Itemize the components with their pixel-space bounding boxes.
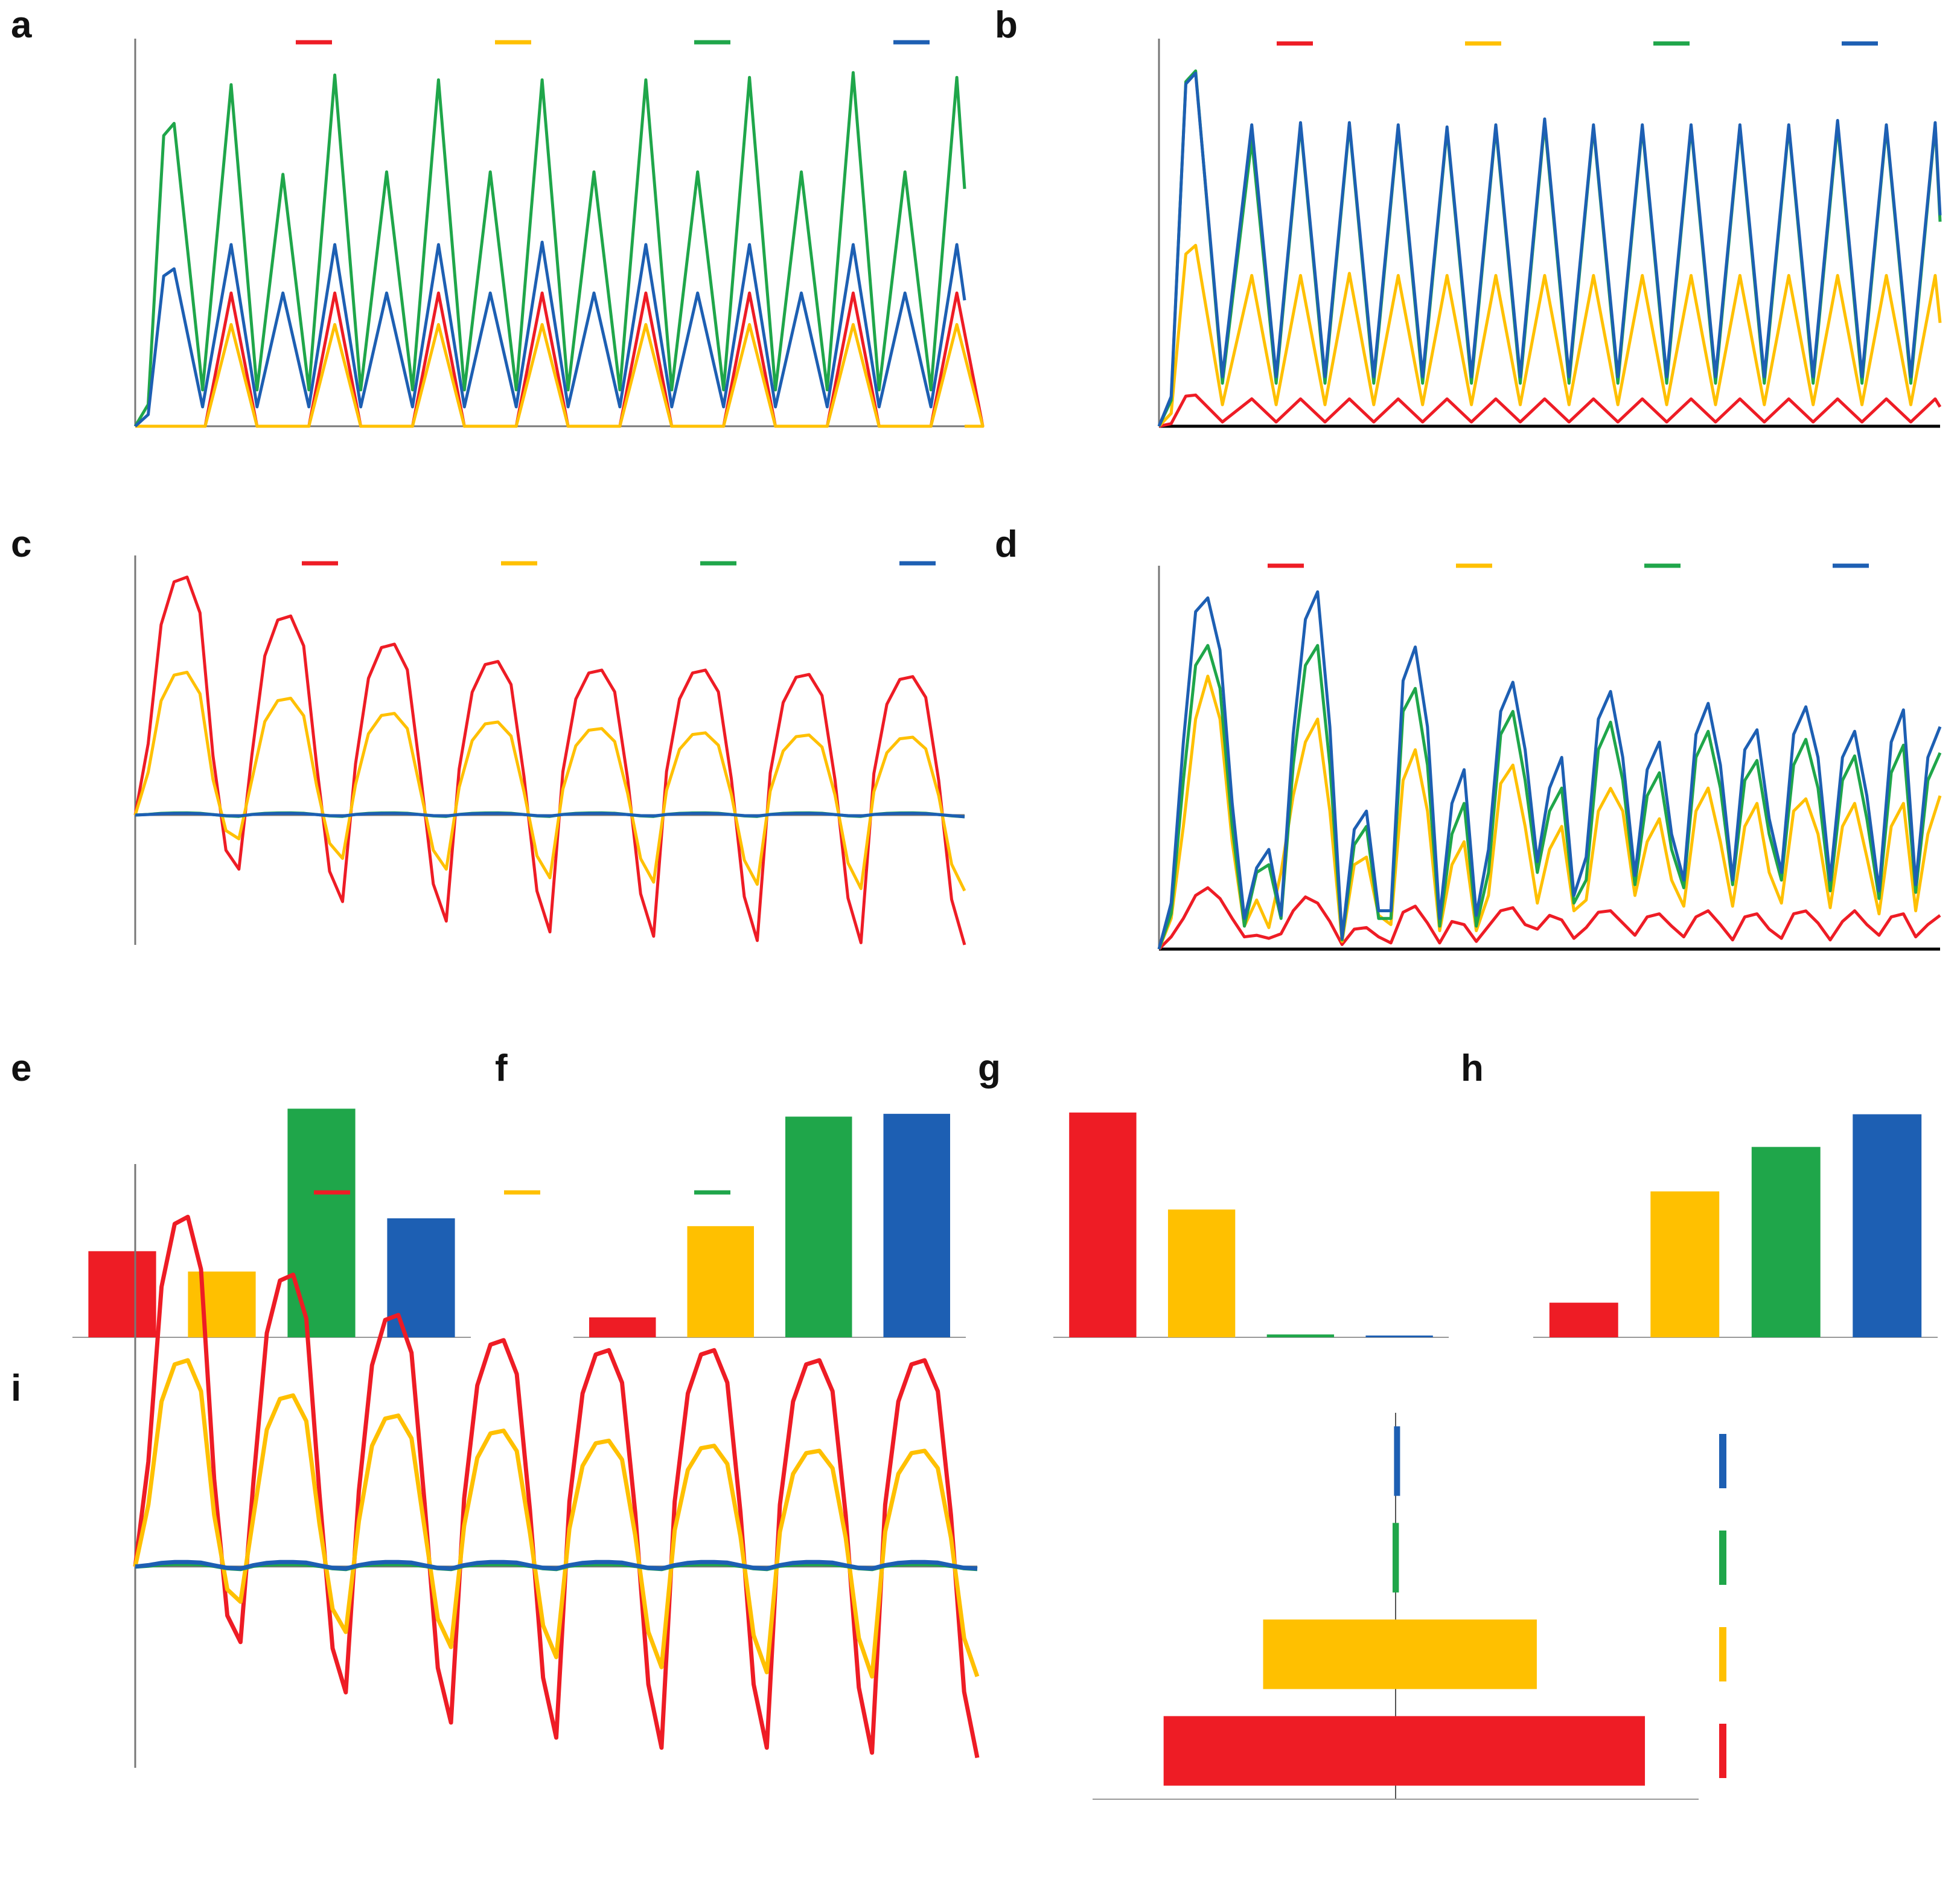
series-gold — [133, 71, 966, 427]
bar-platinum — [1853, 1114, 1922, 1337]
panel-letter-d: d — [995, 523, 1018, 565]
panel-letter-a: a — [11, 4, 32, 46]
chart-i — [133, 1164, 980, 1768]
chart-a — [133, 39, 985, 428]
series-mcc-cnt — [1158, 393, 1942, 428]
bar-mcc-cnt — [1549, 1302, 1618, 1337]
bar-bsa-cnt — [687, 1226, 754, 1337]
panel-letter-f: f — [495, 1048, 508, 1089]
panel-letter-h: h — [1461, 1048, 1484, 1089]
bar-bsa-cnt — [1167, 1209, 1236, 1337]
chart-g — [1053, 1112, 1449, 1338]
series-mcc-cnt — [1158, 886, 1941, 950]
range-bar-gold — [1392, 1523, 1399, 1593]
chart-d — [1157, 563, 1942, 951]
series-platinum — [1157, 590, 1942, 950]
bar-gold — [1266, 1334, 1335, 1337]
bar-platinum — [387, 1218, 455, 1337]
bar-mcc-cnt — [88, 1251, 156, 1337]
range-bar-bsa-cnt — [1263, 1619, 1537, 1689]
panel-letter-b: b — [995, 4, 1018, 46]
chart-i-range — [1093, 1413, 1726, 1800]
series-bsa-cnt — [135, 323, 985, 428]
series-mcc-cnt — [133, 1215, 980, 1758]
chart-e — [72, 1108, 471, 1338]
panel-letter-c: c — [11, 523, 31, 565]
series-bsa-cnt — [1158, 243, 1942, 427]
bar-gold — [287, 1108, 356, 1337]
bar-mcc-cnt — [589, 1317, 656, 1337]
bar-platinum — [883, 1113, 950, 1337]
series-platinum — [134, 240, 966, 427]
legend-swatch-mcc-cnt — [1719, 1724, 1726, 1778]
series-mcc-cnt — [135, 291, 985, 428]
panel-letter-e: e — [11, 1048, 31, 1089]
panel-letter-g: g — [978, 1048, 1001, 1089]
series-platinum — [135, 1560, 978, 1571]
panel-letter-i: i — [11, 1368, 21, 1409]
range-bar-platinum — [1394, 1426, 1400, 1496]
bar-platinum — [1365, 1336, 1433, 1337]
range-bar-mcc-cnt — [1163, 1716, 1646, 1786]
series-bsa-cnt — [133, 671, 966, 892]
bar-gold — [1751, 1147, 1821, 1337]
legend-swatch-gold — [1719, 1531, 1726, 1585]
charts-layer — [72, 39, 1942, 1800]
bar-mcc-cnt — [1069, 1112, 1137, 1337]
series-platinum — [135, 811, 965, 819]
chart-f — [573, 1113, 966, 1338]
series-bsa-cnt — [133, 1358, 980, 1679]
series-platinum — [1157, 71, 1942, 427]
legend-swatch-platinum — [1719, 1434, 1726, 1488]
bar-gold — [785, 1116, 852, 1337]
legend-swatch-bsa-cnt — [1719, 1627, 1726, 1681]
bar-bsa-cnt — [1650, 1191, 1720, 1337]
chart-c — [133, 555, 966, 945]
bar-bsa-cnt — [188, 1272, 256, 1337]
chart-b — [1157, 39, 1942, 428]
chart-h — [1533, 1114, 1938, 1338]
series-mcc-cnt — [133, 575, 966, 945]
